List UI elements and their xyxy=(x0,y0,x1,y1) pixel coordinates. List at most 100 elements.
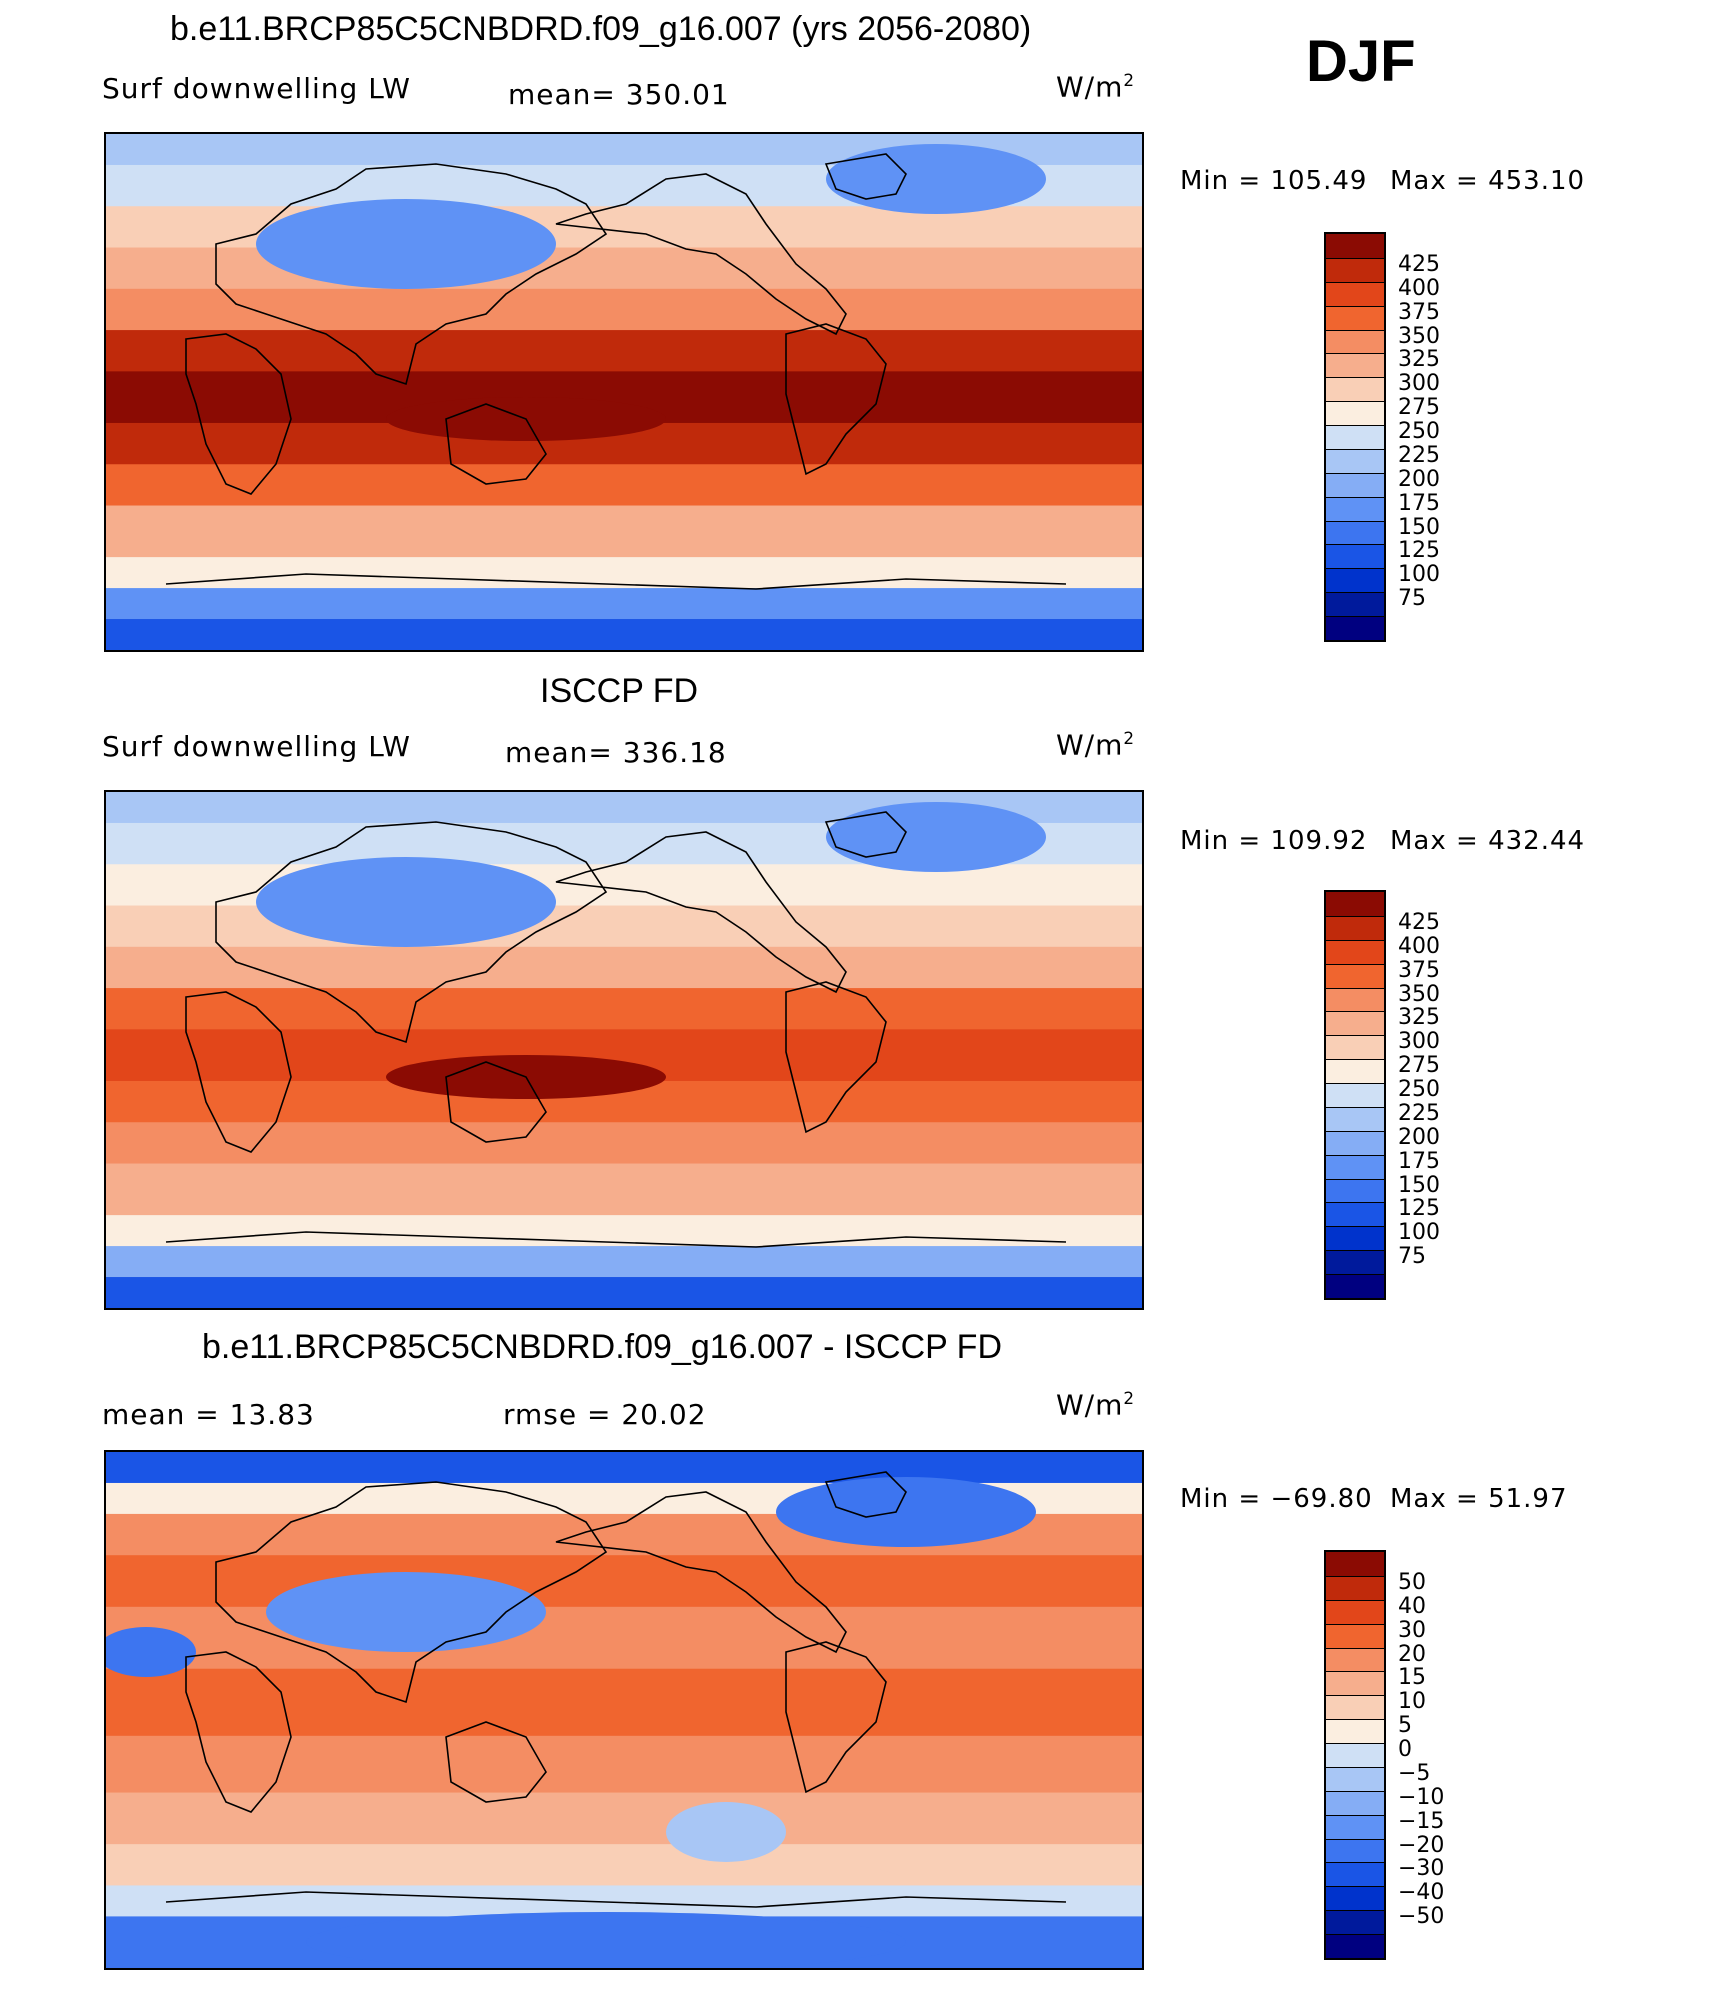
colorbar-tick-label: 300 xyxy=(1398,1029,1440,1055)
colorbar-segment xyxy=(1326,1599,1384,1624)
field-band xyxy=(106,988,1142,1031)
panel-1-title: b.e11.BRCP85C5CNBDRD.f09_g16.007 (yrs 20… xyxy=(170,10,1032,48)
panel-3-map xyxy=(104,1450,1144,1970)
field-band xyxy=(106,288,1142,332)
panel-3-units-text: W/m xyxy=(1056,1388,1124,1422)
field-anomaly xyxy=(266,1572,546,1652)
field-band xyxy=(106,946,1142,990)
colorbar-tick-label: −20 xyxy=(1398,1832,1445,1858)
colorbar-segment xyxy=(1326,520,1384,545)
colorbar-segment xyxy=(1326,1910,1384,1935)
colorbar-segment xyxy=(1326,234,1384,258)
colorbar-segment xyxy=(1326,1552,1384,1576)
colorbar-segment xyxy=(1326,592,1384,617)
coastline xyxy=(445,1721,547,1803)
coastline xyxy=(785,1641,887,1794)
field-anomaly xyxy=(826,144,1046,214)
panel-3-colorbar xyxy=(1324,1550,1386,1960)
coastline xyxy=(165,573,1067,590)
coastline xyxy=(445,403,547,485)
colorbar-segment xyxy=(1326,1202,1384,1227)
colorbar-segment xyxy=(1326,496,1384,521)
field-band xyxy=(106,1555,1142,1608)
colorbar-segment xyxy=(1326,1250,1384,1275)
season-label: DJF xyxy=(1306,29,1416,94)
colorbar-tick-label: 75 xyxy=(1398,1244,1426,1270)
field-anomaly xyxy=(776,1477,1036,1547)
panel-2-mean-label: mean= 336.18 xyxy=(505,736,727,769)
colorbar-tick-label: 125 xyxy=(1398,538,1440,564)
colorbar-tick-label: 225 xyxy=(1398,442,1440,468)
field-band xyxy=(106,1452,1142,1484)
colorbar-tick-label: 375 xyxy=(1398,299,1440,325)
panel-2-min-label: Min = 109.92 xyxy=(1180,826,1368,856)
coastline xyxy=(824,153,907,200)
colorbar-segment xyxy=(1326,892,1384,916)
colorbar-tick-label: 50 xyxy=(1398,1569,1426,1595)
colorbar-tick-label: 425 xyxy=(1398,909,1440,935)
field-band xyxy=(106,1792,1142,1846)
panel-3-units: W/m2 xyxy=(1056,1388,1135,1421)
colorbar-tick-label: −40 xyxy=(1398,1880,1445,1906)
coastline xyxy=(445,1061,547,1143)
colorbar-segment xyxy=(1326,305,1384,330)
coastline xyxy=(555,173,847,336)
colorbar-segment xyxy=(1326,448,1384,473)
colorbar-segment xyxy=(1326,1623,1384,1648)
colorbar-segment xyxy=(1326,1059,1384,1084)
colorbar-segment xyxy=(1326,281,1384,306)
panel-2-max-label: Max = 432.44 xyxy=(1390,826,1586,856)
colorbar-segment xyxy=(1326,1766,1384,1791)
panel-1-colorbar xyxy=(1324,232,1386,642)
panel-3-title: b.e11.BRCP85C5CNBDRD.f09_g16.007 - ISCCP… xyxy=(202,1328,1002,1366)
colorbar-tick-label: −50 xyxy=(1398,1904,1445,1930)
panel-1-map-field xyxy=(106,134,1142,650)
colorbar-tick-label: 425 xyxy=(1398,251,1440,277)
colorbar-segment xyxy=(1326,1011,1384,1036)
panel-3-map-field xyxy=(106,1452,1142,1968)
panel-2-map-field xyxy=(106,792,1142,1308)
field-band xyxy=(106,505,1142,559)
colorbar-tick-label: 175 xyxy=(1398,490,1440,516)
coastline xyxy=(165,1231,1067,1248)
colorbar-tick-label: 5 xyxy=(1398,1713,1412,1739)
field-band xyxy=(106,588,1142,621)
colorbar-segment xyxy=(1326,425,1384,449)
colorbar-segment xyxy=(1326,401,1384,426)
panel-2-map xyxy=(104,790,1144,1310)
panel-1-max-label: Max = 453.10 xyxy=(1390,166,1586,196)
field-anomaly xyxy=(256,857,556,947)
colorbar-tick-label: −5 xyxy=(1398,1760,1431,1786)
coastline xyxy=(165,1891,1067,1908)
colorbar-segment xyxy=(1326,1862,1384,1887)
colorbar-segment xyxy=(1326,472,1384,497)
panel-1-map xyxy=(104,132,1144,652)
colorbar-tick-label: 250 xyxy=(1398,419,1440,445)
colorbar-segment xyxy=(1326,544,1384,569)
colorbar-tick-label: 400 xyxy=(1398,933,1440,959)
colorbar-segment xyxy=(1326,1934,1384,1958)
colorbar-tick-label: 0 xyxy=(1398,1737,1412,1763)
colorbar-tick-label: 100 xyxy=(1398,562,1440,588)
colorbar-tick-label: 300 xyxy=(1398,371,1440,397)
field-band xyxy=(106,1122,1142,1165)
colorbar-segment xyxy=(1326,1130,1384,1155)
colorbar-segment xyxy=(1326,1695,1384,1720)
colorbar-tick-label: 10 xyxy=(1398,1689,1426,1715)
colorbar-tick-label: 225 xyxy=(1398,1100,1440,1126)
field-band xyxy=(106,464,1142,507)
coastline xyxy=(185,1651,292,1813)
panel-3-units-sup: 2 xyxy=(1123,1388,1136,1408)
coastline xyxy=(785,323,887,476)
coastline xyxy=(555,831,847,994)
field-band xyxy=(106,1606,1142,1670)
panel-2-units-text: W/m xyxy=(1056,728,1124,762)
field-band xyxy=(106,330,1142,373)
colorbar-tick-label: 350 xyxy=(1398,981,1440,1007)
coastline xyxy=(555,1491,847,1654)
colorbar-segment xyxy=(1326,616,1384,640)
colorbar-segment xyxy=(1326,1274,1384,1298)
colorbar-segment xyxy=(1326,568,1384,593)
colorbar-tick-label: 250 xyxy=(1398,1077,1440,1103)
colorbar-segment xyxy=(1326,1575,1384,1600)
